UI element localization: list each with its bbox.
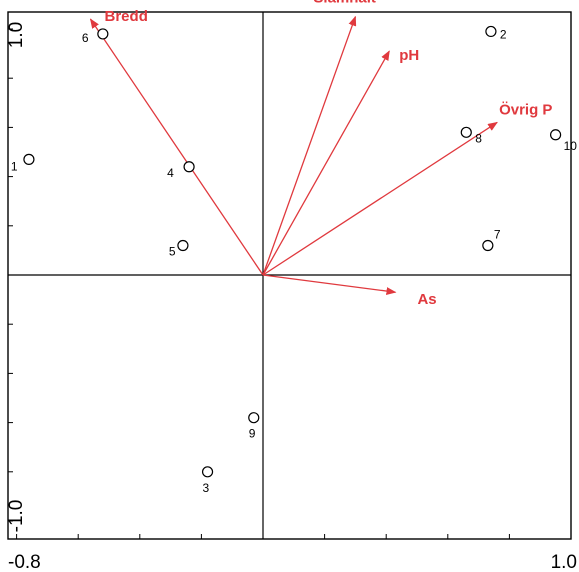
site-point <box>97 28 109 40</box>
site-label: 3 <box>203 481 210 495</box>
site-point <box>248 412 260 424</box>
vector-arrow <box>262 274 397 296</box>
x-tick-label: 1.0 <box>551 552 577 572</box>
site-point <box>460 126 472 138</box>
site-point <box>201 466 214 478</box>
site-point <box>183 161 195 173</box>
site-label: 5 <box>169 244 176 258</box>
vector-label: As <box>417 291 436 308</box>
site-label: 6 <box>82 31 89 45</box>
site-label: 8 <box>475 131 482 145</box>
site-point <box>485 25 497 38</box>
site-label: 10 <box>564 139 578 153</box>
site-point <box>549 129 562 141</box>
site-label: 9 <box>249 427 256 441</box>
site-point <box>177 239 189 252</box>
vector-arrow <box>262 50 390 276</box>
site-label: 1 <box>11 159 18 173</box>
y-tick-label: -1.0 <box>6 500 27 533</box>
x-tick-label: -0.8 <box>8 552 41 572</box>
y-tick-label: 1.0 <box>6 22 27 48</box>
vector-label: Bredd <box>105 8 148 25</box>
site-label: 2 <box>500 27 507 41</box>
vector-arrow <box>262 121 498 276</box>
vector-label: Slamhalt <box>313 0 376 7</box>
site-point <box>482 239 494 252</box>
site-label: 7 <box>494 227 501 241</box>
vector-label: pH <box>399 47 419 64</box>
site-point <box>23 153 35 165</box>
vector-arrow <box>262 15 357 276</box>
vector-arrow <box>89 18 264 276</box>
site-label: 4 <box>167 166 174 180</box>
vector-label: Övrig P <box>499 101 552 118</box>
